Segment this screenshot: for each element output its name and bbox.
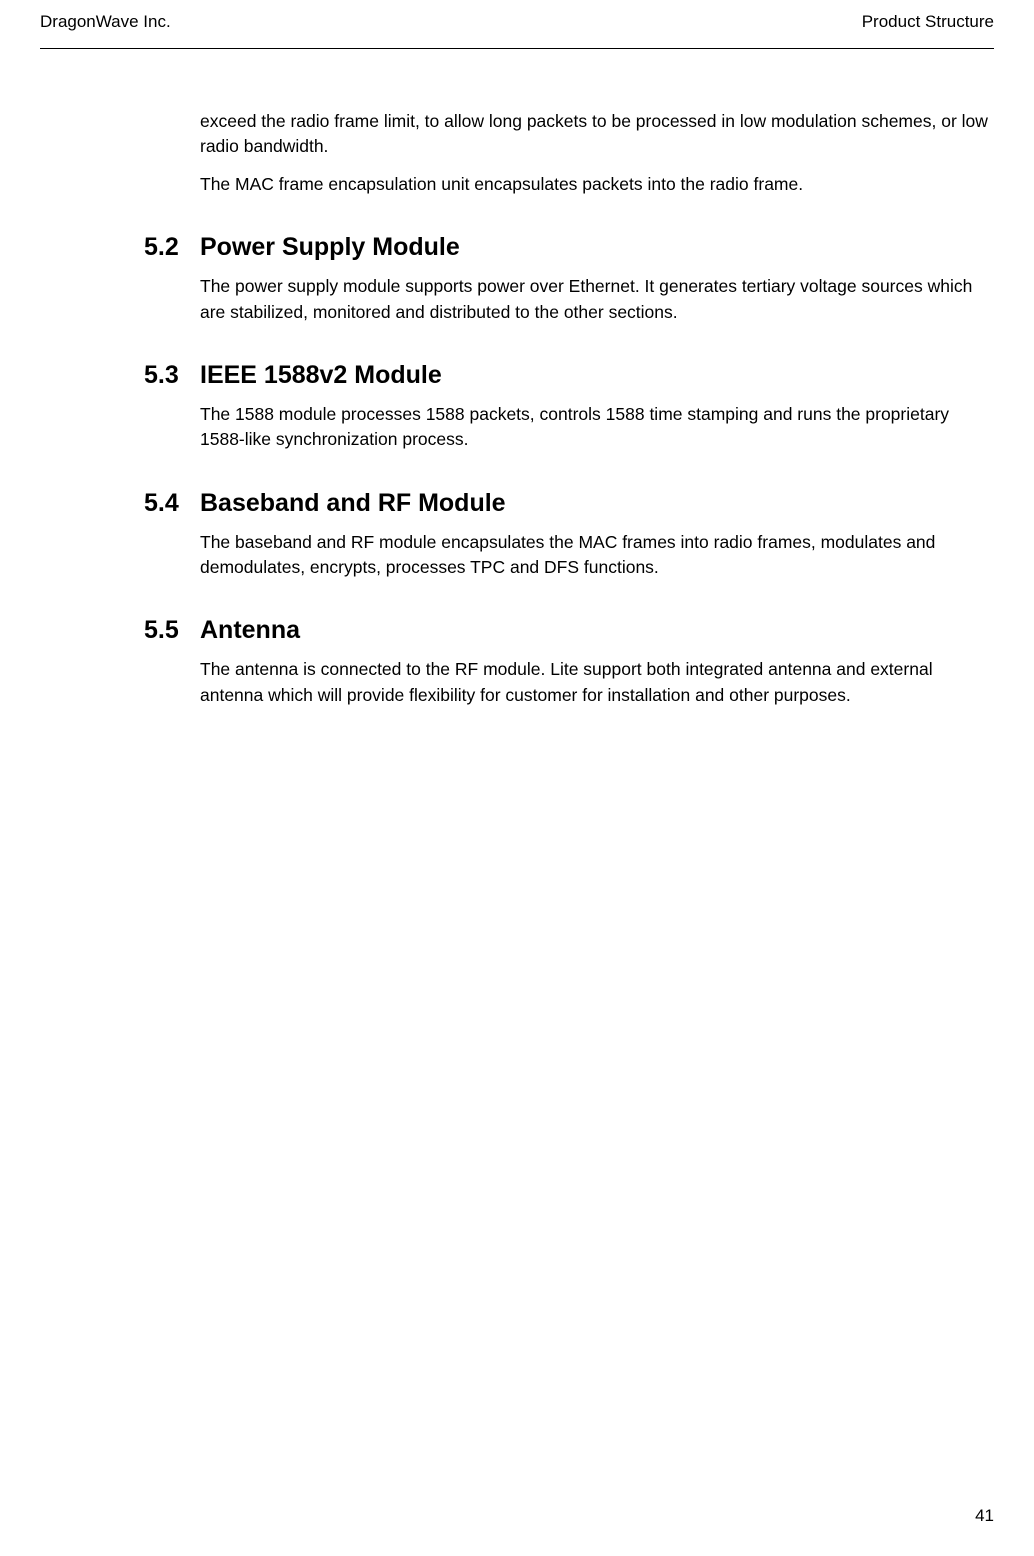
intro-para-1: exceed the radio frame limit, to allow l…	[200, 109, 994, 160]
section-body: The baseband and RF module encapsulates …	[200, 530, 994, 581]
section-body: The power supply module supports power o…	[200, 274, 994, 325]
header-right: Product Structure	[862, 12, 994, 32]
section-heading: 5.2 Power Supply Module	[200, 233, 994, 262]
section-number: 5.2	[144, 233, 200, 262]
section-title: Power Supply Module	[200, 233, 460, 262]
section-title: IEEE 1588v2 Module	[200, 361, 442, 390]
page-header: DragonWave Inc. Product Structure	[0, 0, 1034, 32]
section-number: 5.4	[144, 489, 200, 518]
section-heading: 5.4 Baseband and RF Module	[200, 489, 994, 518]
section-5-5: 5.5 Antenna The antenna is connected to …	[200, 616, 994, 708]
section-number: 5.5	[144, 616, 200, 645]
page-content: exceed the radio frame limit, to allow l…	[0, 49, 1034, 708]
section-5-4: 5.4 Baseband and RF Module The baseband …	[200, 489, 994, 581]
section-title: Baseband and RF Module	[200, 489, 506, 518]
intro-para-2: The MAC frame encapsulation unit encapsu…	[200, 172, 994, 197]
section-body: The antenna is connected to the RF modul…	[200, 657, 994, 708]
page-number: 41	[975, 1506, 994, 1526]
section-heading: 5.5 Antenna	[200, 616, 994, 645]
section-heading: 5.3 IEEE 1588v2 Module	[200, 361, 994, 390]
header-left: DragonWave Inc.	[40, 12, 171, 32]
section-body: The 1588 module processes 1588 packets, …	[200, 402, 994, 453]
section-5-3: 5.3 IEEE 1588v2 Module The 1588 module p…	[200, 361, 994, 453]
section-title: Antenna	[200, 616, 300, 645]
section-5-2: 5.2 Power Supply Module The power supply…	[200, 233, 994, 325]
section-number: 5.3	[144, 361, 200, 390]
